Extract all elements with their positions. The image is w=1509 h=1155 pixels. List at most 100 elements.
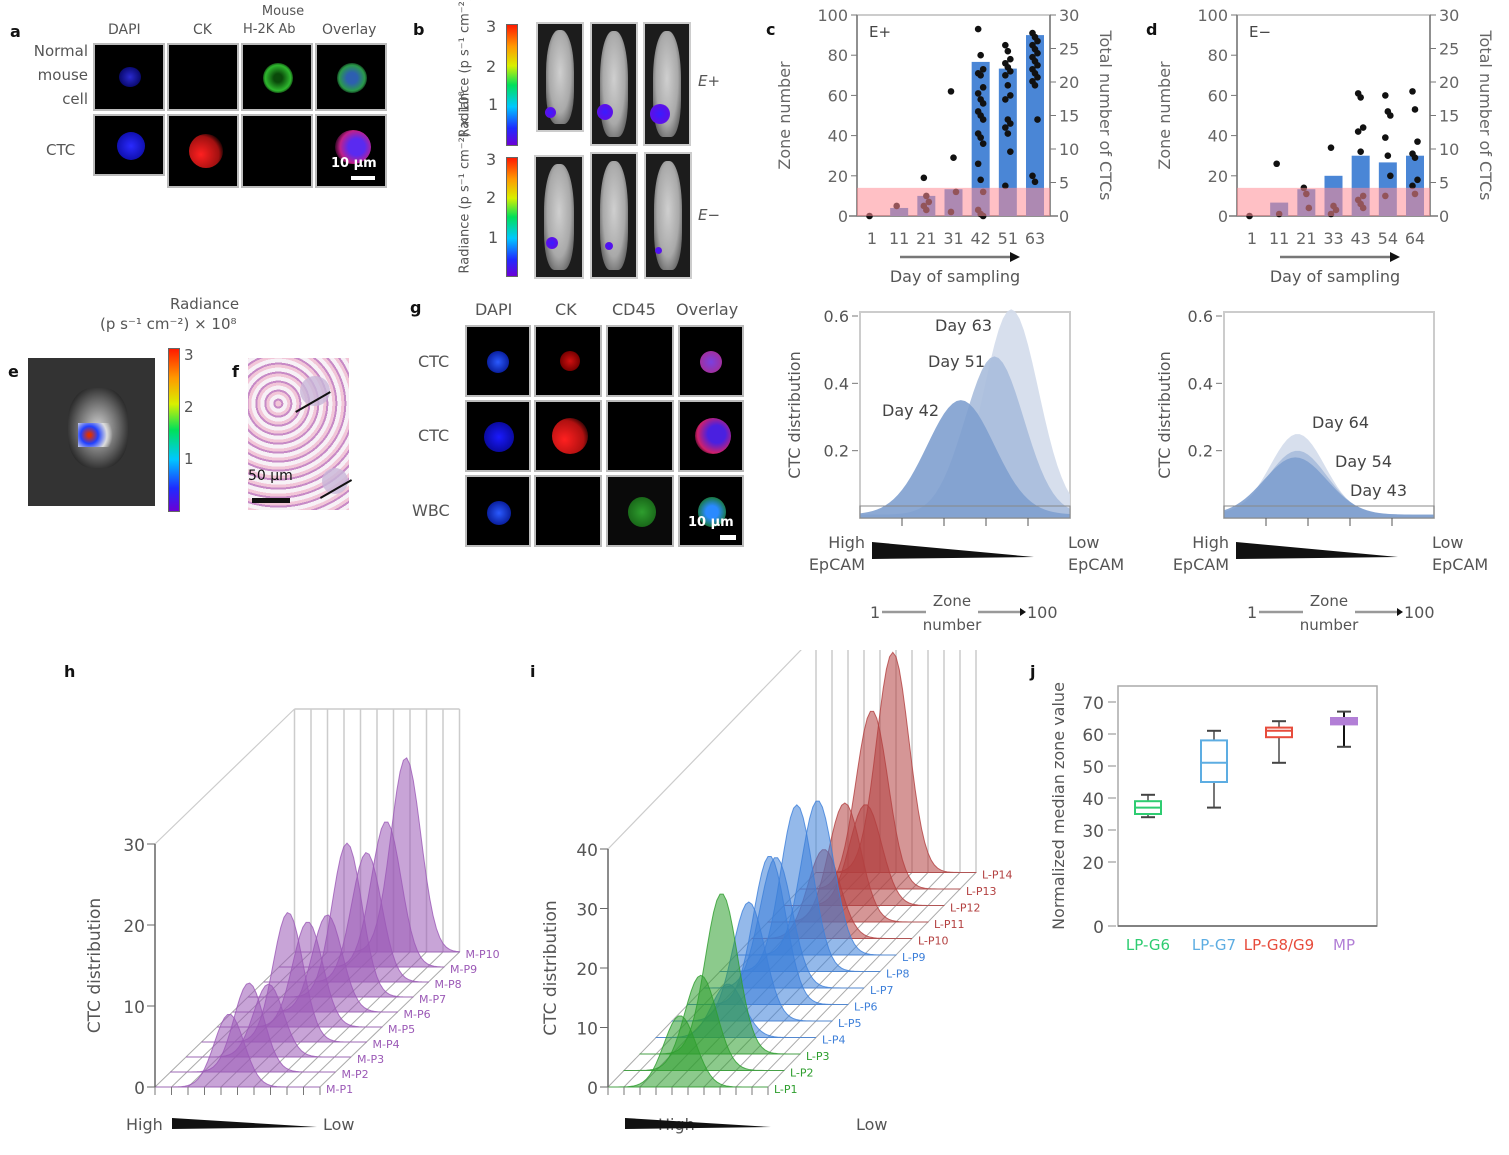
plot-frame	[856, 14, 1051, 217]
x-low-label-1: High	[1192, 533, 1229, 552]
scale-bar-label-f: 50 µm	[248, 468, 293, 484]
dot-zone-number	[1034, 37, 1041, 45]
series-label: L-P13	[966, 885, 997, 898]
category-label: LP-G7	[1192, 936, 1236, 954]
dot-zone-number	[1382, 92, 1389, 99]
micrograph-g-wbc-dapi	[465, 475, 531, 547]
colorbar-e	[168, 348, 180, 512]
micrograph-a-ctc-h2k	[241, 114, 313, 188]
panel-label-c: c	[766, 20, 776, 39]
row-label-normal: Normal	[33, 42, 88, 60]
threshold-band	[1237, 187, 1430, 216]
x-low-label-2: EpCAM	[809, 555, 865, 574]
y2-tick-label: 10	[1439, 140, 1459, 159]
y2-tick-label: 5	[1439, 174, 1449, 193]
cbar-tick-2: 2	[486, 57, 497, 76]
arrow-head-icon	[1020, 608, 1026, 616]
x-high-label: Low	[323, 1115, 355, 1134]
zone-end-label: 100	[1027, 603, 1058, 622]
micrograph-g-wbc-ck	[534, 475, 602, 547]
series-label: L-P9	[902, 951, 926, 964]
cbar-tick-3b: 3	[486, 150, 497, 169]
dot-zone-number	[979, 65, 987, 73]
x-axis-label: Day of sampling	[890, 267, 1020, 286]
col-label-mouse: Mouse	[261, 4, 305, 19]
series-label: M-P10	[466, 948, 500, 961]
x-tick-label: 63	[1025, 229, 1045, 248]
y2-tick-label: 0	[1059, 207, 1069, 226]
dot-zone-number	[1007, 120, 1014, 127]
dot-zone-number	[1034, 49, 1041, 57]
y2-tick-label: 0	[1439, 207, 1449, 226]
area-series	[860, 400, 1070, 518]
dot-zone-number	[974, 90, 982, 97]
dot-zone-number	[1357, 94, 1364, 101]
epcam-gradient-wedge	[172, 1118, 317, 1129]
col-label-overlay: Overlay	[322, 22, 377, 38]
y2-tick-label: 15	[1439, 107, 1459, 126]
cbar-tick-1: 1	[488, 95, 499, 114]
y2-tick-label: 30	[1059, 6, 1079, 25]
scale-bar-label-a: 10 µm	[331, 156, 377, 171]
y-tick-label: 40	[828, 127, 848, 146]
y2-tick-label: 15	[1059, 107, 1079, 126]
series-label: L-P14	[982, 869, 1013, 882]
micrograph-a-ctc-dapi	[93, 114, 165, 176]
y-tick-label: 40	[1208, 127, 1228, 146]
y-tick-label: 0.4	[1188, 374, 1213, 393]
y-tick-label: 20	[576, 960, 598, 980]
y2-axis-label: Total number of CTCs	[1096, 29, 1115, 200]
dot-zone-number	[977, 134, 984, 141]
y2-tick-label: 20	[1059, 73, 1079, 92]
y-axis-label: CTC distribution	[85, 898, 105, 1033]
scale-bar-label-g: 10 µm	[688, 515, 734, 530]
dot-zone-number	[1034, 74, 1041, 81]
y-tick-label: 60	[828, 86, 848, 105]
dot-zone-number	[1002, 124, 1009, 131]
micrograph-g-wbc-cd45	[606, 475, 674, 547]
y-tick-label: 30	[576, 901, 598, 921]
colorbar-e-title-2: (p s⁻¹ cm⁻²) × 10⁸	[100, 315, 237, 333]
micrograph-g-ctc1-dapi	[465, 325, 531, 397]
y-tick-label: 50	[1082, 758, 1104, 778]
y-tick-label: 0.2	[824, 442, 849, 461]
series-label: M-P8	[435, 978, 462, 991]
category-label: LP-G6	[1126, 936, 1170, 954]
dot-zone-number	[1031, 178, 1039, 186]
dot-zone-number	[1409, 88, 1416, 95]
arrow-head-icon	[1390, 252, 1400, 262]
dot-zone-number	[1034, 116, 1041, 123]
g-col-overlay: Overlay	[676, 300, 739, 319]
col-label-h2k: H-2K Ab	[243, 22, 296, 37]
epcam-gradient-wedge	[872, 542, 1034, 559]
x-low-label: High	[126, 1115, 163, 1134]
series-label: Day 64	[1312, 413, 1369, 432]
dot-zone-number	[1007, 148, 1014, 155]
row-label-e-minus: E−	[698, 206, 721, 224]
dot-zone-number	[1004, 130, 1012, 137]
y-tick-label: 80	[1208, 46, 1228, 65]
floor-gridline	[767, 872, 977, 1088]
zone-start-label: 1	[1247, 603, 1257, 622]
dot-zone-number	[1002, 41, 1009, 49]
y2-tick-label: 25	[1439, 40, 1459, 59]
series-label: Day 63	[935, 316, 992, 335]
dot-zone-number	[977, 72, 984, 79]
g-col-dapi: DAPI	[475, 300, 513, 319]
series-label: Day 54	[1335, 452, 1392, 471]
floor-gridline	[735, 872, 945, 1088]
box-iqr	[1200, 739, 1228, 783]
y-axis-label: Normalized median zone value	[1049, 682, 1068, 930]
zone-label-2: number	[1300, 616, 1359, 634]
dot-zone-number	[974, 25, 982, 33]
series-label: L-P7	[870, 984, 894, 997]
g-row-ctc-1: CTC	[418, 352, 450, 371]
panel-label-f: f	[232, 362, 239, 381]
waterfall-curve	[607, 1015, 768, 1088]
y-tick-label: 60	[1208, 86, 1228, 105]
dot-zone-number	[1382, 134, 1389, 141]
dot-zone-number	[1411, 154, 1419, 162]
epcam-gradient-wedge	[1236, 542, 1398, 559]
micrograph-g-ctc1-ck	[534, 325, 602, 397]
y-tick-label: 0	[1218, 207, 1228, 226]
